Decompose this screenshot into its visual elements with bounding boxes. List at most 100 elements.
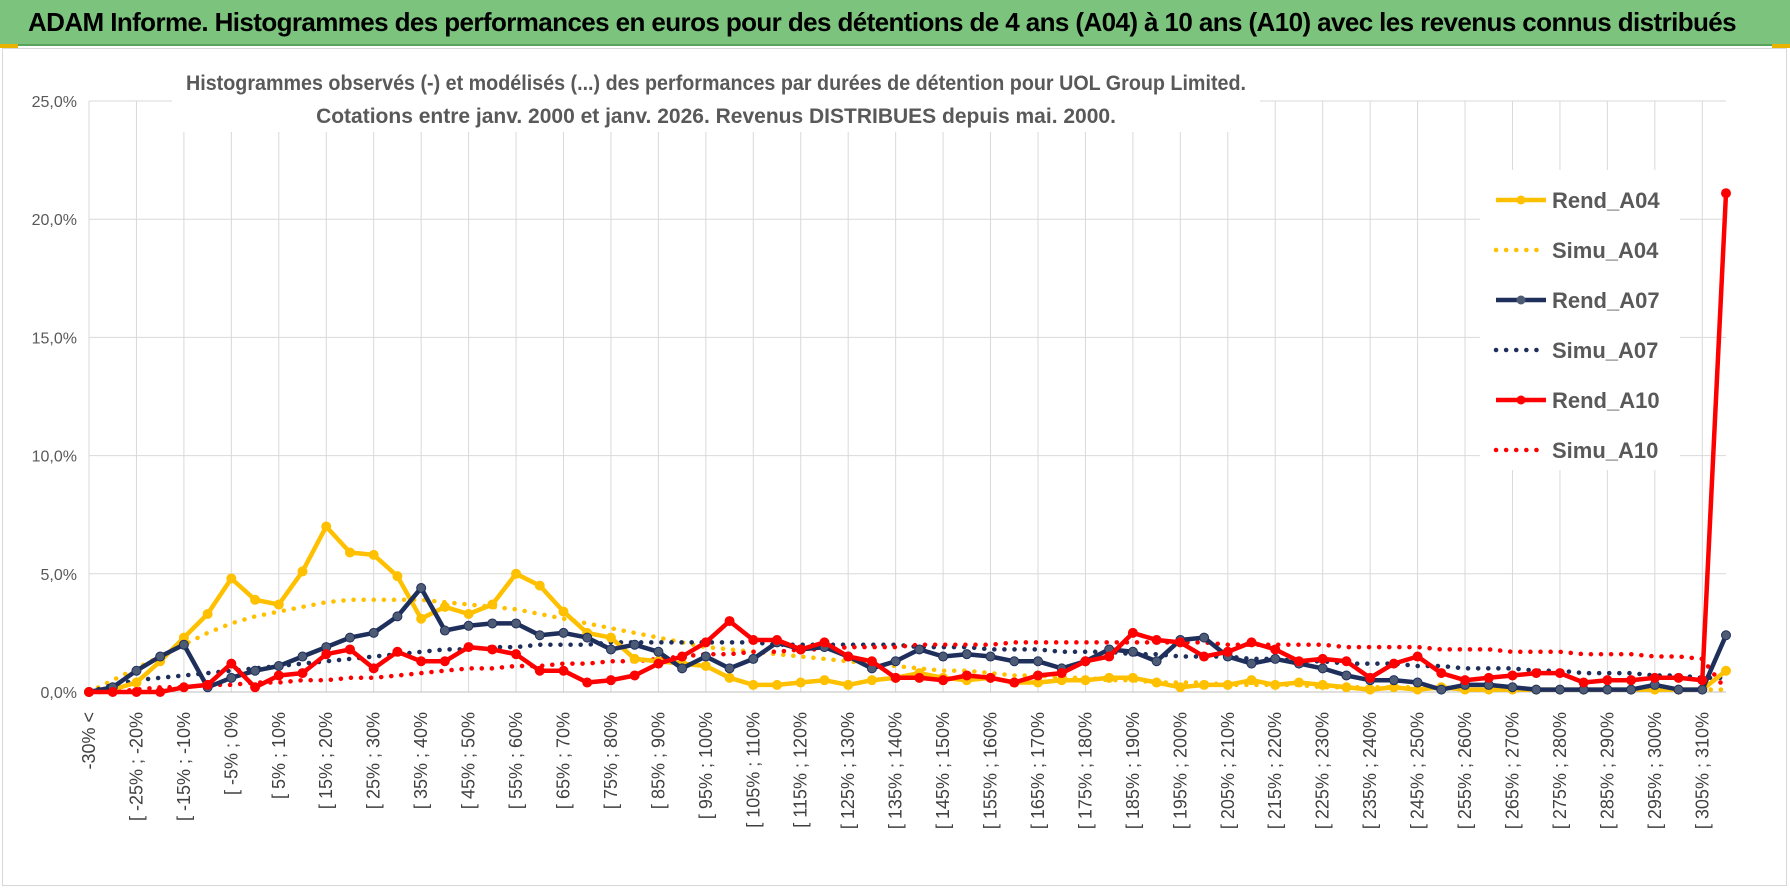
point-rend_a07 — [368, 627, 379, 638]
point-rend_a10 — [416, 656, 427, 667]
point-rend_a04 — [724, 672, 735, 683]
point-rend_a10 — [700, 637, 711, 648]
point-rend_a07 — [1009, 656, 1020, 667]
x-axis-ticks: -30% < [ -25% ; -20% [ -15% ; -10% [ -5% ; … — [79, 712, 1712, 829]
x-tick-label: [ 125% ; 130% — [838, 712, 858, 829]
series-line-rend_a10 — [89, 193, 1729, 695]
point-rend_a10 — [131, 687, 142, 697]
point-rend_a10 — [1460, 675, 1471, 686]
x-tick-label: [ 305% ; 310% — [1692, 712, 1712, 829]
point-rend_a10 — [1317, 653, 1328, 664]
point-rend_a04 — [1270, 679, 1281, 690]
point-rend_a10 — [1009, 677, 1020, 688]
point-rend_a07 — [131, 665, 142, 676]
point-rend_a07 — [226, 672, 237, 683]
point-rend_a10 — [439, 656, 450, 667]
title-background — [172, 66, 1260, 132]
chart-title: Histogrammes observés (-) et modélisés (… — [186, 72, 1246, 95]
legend-label-simu_a07: Simu_A07 — [1552, 338, 1658, 363]
x-tick-label: [ 185% ; 190% — [1123, 712, 1143, 829]
point-rend_a10 — [890, 672, 901, 683]
point-rend_a07 — [273, 660, 284, 671]
point-rend_a04 — [605, 632, 616, 643]
point-rend_a04 — [487, 599, 498, 610]
point-rend_a10 — [1697, 675, 1708, 686]
point-rend_a10 — [1507, 670, 1518, 681]
point-rend_a10 — [582, 677, 593, 688]
point-rend_a04 — [511, 568, 522, 579]
point-rend_a07 — [1317, 663, 1328, 674]
point-rend_a10 — [1626, 675, 1637, 686]
point-rend_a07 — [748, 653, 759, 664]
point-rend_a04 — [843, 679, 854, 690]
point-rend_a04 — [1293, 677, 1304, 688]
point-rend_a04 — [1222, 679, 1233, 690]
x-tick-label: [ 235% ; 240% — [1360, 712, 1380, 829]
point-rend_a04 — [1175, 682, 1186, 693]
legend-label-simu_a10: Simu_A10 — [1552, 438, 1658, 463]
point-rend_a10 — [1388, 658, 1399, 669]
point-rend_a10 — [677, 651, 688, 662]
point-rend_a10 — [250, 682, 261, 693]
point-rend_a10 — [1056, 668, 1067, 679]
x-tick-label: [ 35% ; 40% — [411, 712, 431, 809]
point-rend_a07 — [1626, 684, 1637, 695]
point-rend_a10 — [1032, 670, 1043, 681]
point-rend_a07 — [724, 663, 735, 674]
x-tick-label: [ 265% ; 270% — [1502, 712, 1522, 829]
point-rend_a04 — [1151, 677, 1162, 688]
point-rend_a10 — [772, 634, 783, 645]
point-rend_a10 — [1341, 656, 1352, 667]
point-rend_a04 — [819, 675, 830, 686]
x-tick-label: [ 65% ; 70% — [553, 712, 573, 809]
point-rend_a07 — [629, 639, 640, 650]
point-rend_a04 — [416, 613, 427, 624]
point-rend_a04 — [392, 571, 403, 582]
x-tick-label: [ 115% ; 120% — [791, 712, 811, 828]
point-rend_a10 — [273, 670, 284, 681]
legend-label-simu_a04: Simu_A04 — [1552, 238, 1659, 263]
point-rend_a10 — [1080, 656, 1091, 667]
point-rend_a07 — [653, 646, 664, 657]
legend-label-rend_a07: Rend_A07 — [1552, 288, 1660, 313]
point-rend_a10 — [1293, 656, 1304, 667]
point-rend_a07 — [1673, 684, 1684, 695]
point-rend_a10 — [1151, 634, 1162, 645]
point-rend_a10 — [1436, 668, 1447, 679]
x-tick-label: -30% < — [79, 712, 99, 770]
legend-marker-rend_a10 — [1516, 395, 1526, 405]
point-rend_a10 — [961, 670, 972, 681]
point-rend_a04 — [297, 566, 308, 577]
point-rend_a10 — [653, 658, 664, 669]
point-rend_a07 — [1554, 684, 1565, 695]
x-tick-label: [ 75% ; 80% — [601, 712, 621, 809]
point-rend_a10 — [1531, 668, 1542, 679]
point-rend_a07 — [605, 644, 616, 655]
point-rend_a07 — [677, 663, 688, 674]
point-rend_a04 — [558, 606, 569, 617]
header-banner: ADAM Informe. Histogrammes des performan… — [0, 0, 1790, 46]
x-tick-label: [ 25% ; 30% — [364, 712, 384, 809]
point-rend_a07 — [487, 618, 498, 629]
point-rend_a10 — [1127, 627, 1138, 638]
point-rend_a04 — [772, 679, 783, 690]
point-rend_a07 — [463, 620, 474, 631]
point-rend_a10 — [1483, 672, 1494, 683]
point-rend_a10 — [1246, 637, 1257, 648]
point-rend_a10 — [819, 637, 830, 648]
x-tick-label: [ 5% ; 10% — [269, 712, 289, 799]
point-rend_a07 — [344, 632, 355, 643]
point-rend_a07 — [1602, 684, 1613, 695]
x-tick-label: [ 275% ; 280% — [1550, 712, 1570, 829]
point-rend_a04 — [700, 660, 711, 671]
point-rend_a07 — [938, 651, 949, 662]
point-rend_a07 — [1127, 646, 1138, 657]
point-rend_a04 — [368, 549, 379, 560]
point-rend_a10 — [938, 675, 949, 686]
point-rend_a04 — [273, 599, 284, 610]
point-rend_a04 — [1199, 679, 1210, 690]
point-rend_a10 — [1365, 672, 1376, 683]
point-rend_a04 — [1341, 682, 1352, 693]
point-rend_a07 — [416, 582, 427, 593]
